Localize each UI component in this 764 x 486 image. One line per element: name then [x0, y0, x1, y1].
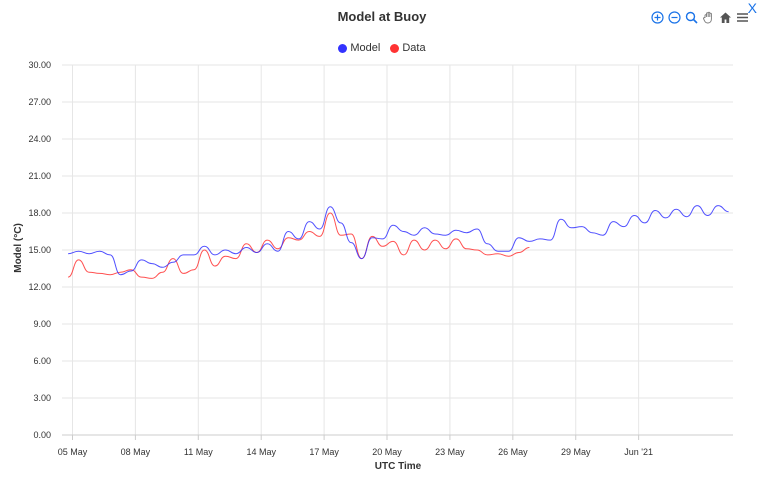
x-tick-label: 20 May [372, 447, 402, 457]
x-tick-label: 14 May [246, 447, 276, 457]
gridlines [62, 64, 733, 436]
x-tick-label: 26 May [498, 447, 528, 457]
x-tick-label: 23 May [435, 447, 465, 457]
y-tick-label: 0.00 [33, 430, 51, 440]
y-tick-label: 9.00 [33, 319, 51, 329]
y-tick-label: 30.00 [28, 60, 51, 70]
y-tick-label: 15.00 [28, 245, 51, 255]
x-tick-label: 29 May [561, 447, 591, 457]
x-tick-label: 17 May [309, 447, 339, 457]
pan-hand-icon[interactable] [701, 10, 716, 25]
x-tick-label: 08 May [121, 447, 151, 457]
chart-title: Model at Buoy [337, 9, 427, 24]
y-tick-label: 3.00 [33, 393, 51, 403]
zoom-select-icon[interactable] [684, 10, 699, 25]
y-tick-label: 6.00 [33, 356, 51, 366]
menu-icon[interactable] [735, 10, 750, 25]
chart-legend: Model Data [0, 42, 764, 54]
y-axis-ticks: 0.00 3.00 6.00 9.00 12.00 15.00 18.00 21.00 24.0… [28, 60, 51, 440]
y-axis-title: Model (°C) [13, 223, 24, 273]
series-line-data [67, 212, 530, 279]
legend-marker-model [338, 43, 348, 53]
zoom-in-icon[interactable] [650, 10, 665, 25]
y-tick-label: 27.00 [28, 97, 51, 107]
series-lines [67, 205, 729, 279]
y-tick-label: 24.00 [28, 134, 51, 144]
y-tick-label: 21.00 [28, 171, 51, 181]
legend-item-model[interactable]: Model [338, 42, 380, 54]
x-tick-label: 05 May [58, 447, 88, 457]
x-tick-label: Jun '21 [624, 447, 653, 457]
x-axis-title: UTC Time [375, 461, 422, 472]
legend-marker-data [390, 43, 400, 53]
series-line-model [68, 205, 729, 276]
y-tick-label: 18.00 [28, 208, 51, 218]
chart-toolbar [650, 10, 750, 25]
legend-label-data: Data [402, 42, 426, 54]
legend-item-data[interactable]: Data [390, 42, 426, 54]
close-button[interactable]: X [747, 0, 757, 16]
x-axis-ticks: 05 May 08 May 11 May 14 May 17 May 20 May 23 M… [58, 434, 733, 457]
x-tick-label: 11 May [184, 447, 213, 457]
legend-label-model: Model [350, 42, 381, 54]
y-tick-label: 12.00 [28, 282, 51, 292]
home-icon[interactable] [718, 10, 733, 25]
zoom-out-icon[interactable] [667, 10, 682, 25]
